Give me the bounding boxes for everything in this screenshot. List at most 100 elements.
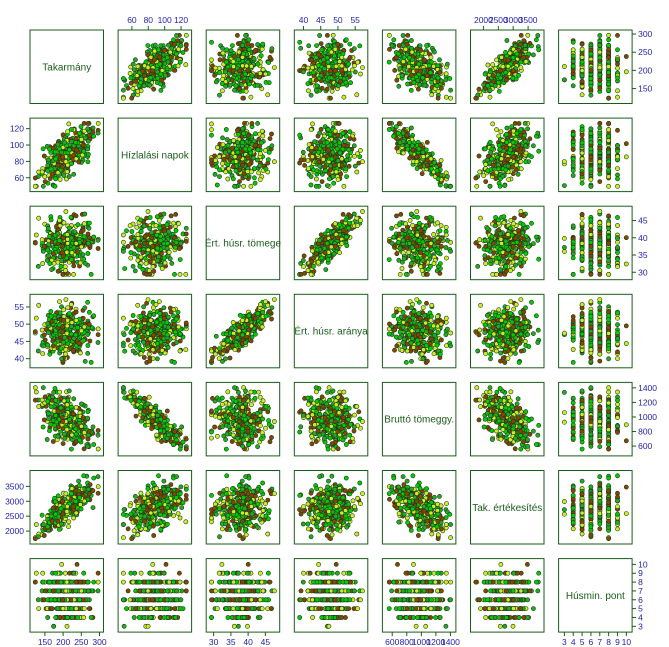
data-point (421, 154, 426, 160)
data-point (476, 153, 482, 159)
data-point (562, 159, 567, 164)
data-point (121, 232, 126, 238)
data-point (510, 139, 516, 145)
data-point (86, 132, 92, 138)
data-point (588, 92, 594, 98)
data-point (220, 161, 225, 166)
data-point (570, 63, 576, 69)
data-point (437, 57, 442, 63)
data-point (535, 33, 541, 38)
data-point (135, 63, 141, 69)
panel-2-2: Ért. húsr. tömege (205, 205, 281, 281)
data-point (53, 176, 58, 182)
data-point (81, 256, 87, 262)
data-point (399, 73, 405, 78)
data-point (420, 149, 426, 155)
data-point (324, 153, 330, 159)
data-point (212, 158, 218, 163)
data-point (45, 247, 51, 253)
data-point (183, 271, 189, 277)
data-point (429, 92, 435, 98)
data-point (153, 223, 159, 228)
data-point (164, 66, 170, 72)
data-point (147, 271, 153, 277)
data-point (95, 130, 101, 136)
data-point (175, 63, 181, 69)
data-point (606, 133, 611, 139)
data-point (173, 239, 179, 245)
data-point (327, 68, 333, 74)
data-point (265, 92, 271, 98)
data-point (518, 166, 524, 172)
data-point (71, 263, 77, 269)
data-point (351, 46, 357, 52)
data-point (147, 259, 153, 265)
data-point (623, 69, 629, 75)
data-point (325, 43, 330, 49)
data-point (143, 260, 149, 266)
data-point (174, 33, 179, 38)
data-point (127, 71, 133, 76)
data-point (404, 41, 410, 47)
data-point (487, 183, 493, 189)
data-point (313, 77, 319, 83)
data-point (504, 38, 510, 43)
data-point (263, 80, 269, 85)
data-point (337, 222, 342, 228)
data-point (448, 183, 453, 189)
panel-0-5 (470, 29, 545, 104)
data-point (71, 271, 76, 277)
data-point (240, 63, 245, 69)
data-point (325, 257, 331, 262)
data-point (214, 182, 220, 188)
data-point (327, 82, 332, 88)
data-point (403, 46, 409, 52)
data-point (266, 60, 271, 65)
data-point (53, 156, 59, 162)
data-point (172, 41, 177, 47)
data-point (226, 166, 232, 172)
data-point (233, 83, 239, 89)
data-point (414, 68, 420, 74)
data-point (167, 49, 173, 55)
data-point (81, 128, 87, 134)
data-point (398, 211, 404, 217)
panel-1-0 (29, 117, 104, 193)
data-point (121, 87, 126, 93)
data-point (597, 42, 603, 48)
panel-frame (29, 29, 104, 104)
data-point (358, 71, 363, 77)
data-point (327, 167, 333, 173)
data-point (615, 143, 620, 149)
data-point (209, 132, 214, 138)
data-point (65, 240, 71, 246)
data-point (513, 167, 519, 173)
data-point (504, 145, 509, 151)
data-point (485, 83, 491, 89)
data-point (59, 258, 64, 263)
data-point (240, 162, 245, 168)
data-point (48, 166, 54, 172)
data-point (231, 64, 236, 69)
data-point (343, 166, 349, 172)
data-point (127, 223, 133, 229)
data-point (434, 83, 440, 89)
data-point (477, 169, 483, 175)
data-point (249, 121, 255, 126)
data-point (40, 248, 46, 254)
data-point (71, 171, 77, 177)
data-point (59, 164, 65, 170)
data-point (490, 171, 496, 177)
data-point (245, 41, 251, 47)
data-point (490, 62, 496, 68)
data-point (597, 33, 603, 38)
data-point (324, 33, 330, 38)
data-point (525, 126, 530, 132)
data-point (490, 73, 496, 78)
data-point (183, 47, 189, 52)
data-point (435, 176, 441, 182)
data-point (606, 174, 611, 180)
data-point (248, 183, 254, 189)
data-point (164, 55, 170, 61)
